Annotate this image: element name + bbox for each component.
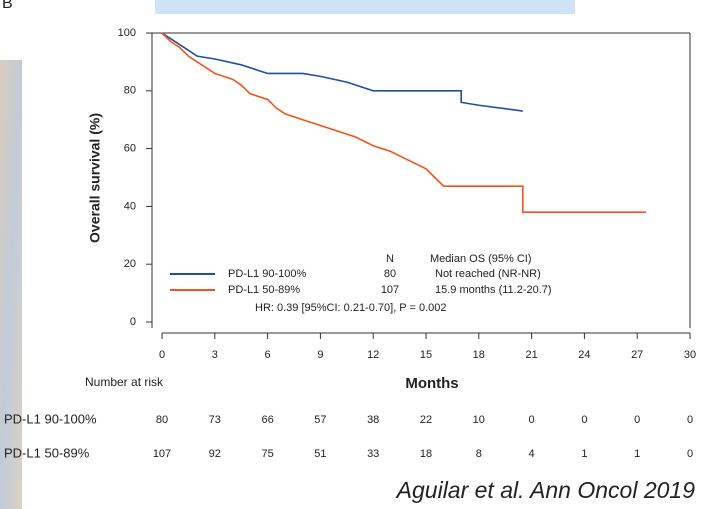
y-tick-label: 0 bbox=[130, 316, 136, 328]
risk-value: 73 bbox=[209, 414, 221, 426]
y-tick-label: 40 bbox=[124, 200, 136, 212]
risk-value: 0 bbox=[634, 414, 640, 426]
risk-value: 80 bbox=[156, 414, 168, 426]
risk-title: Number at risk bbox=[85, 375, 164, 389]
x-tick-label: 27 bbox=[631, 349, 643, 361]
risk-value: 57 bbox=[314, 414, 326, 426]
x-tick-label: 3 bbox=[212, 349, 218, 361]
y-tick-label: 60 bbox=[124, 143, 136, 155]
legend-label: PD-L1 50-89% bbox=[228, 284, 300, 296]
risk-value: 33 bbox=[367, 448, 379, 460]
x-tick-label: 6 bbox=[265, 349, 271, 361]
risk-value: 107 bbox=[153, 448, 171, 460]
hr-text: HR: 0.39 [95%CI: 0.21-0.70], P = 0.002 bbox=[255, 302, 447, 314]
x-tick-label: 15 bbox=[420, 349, 432, 361]
panel-label: B bbox=[2, 0, 13, 12]
legend-median: 15.9 months (11.2-20.7) bbox=[435, 284, 552, 296]
risk-value: 8 bbox=[476, 448, 482, 460]
risk-value: 22 bbox=[420, 414, 432, 426]
y-tick-label: 80 bbox=[124, 85, 136, 97]
x-tick-label: 30 bbox=[684, 349, 696, 361]
risk-value: 10 bbox=[473, 414, 485, 426]
legend-label: PD-L1 90-100% bbox=[228, 268, 306, 280]
legend-n: 80 bbox=[384, 268, 396, 280]
risk-value: 0 bbox=[581, 414, 587, 426]
risk-value: 38 bbox=[367, 414, 379, 426]
y-tick-label: 100 bbox=[118, 27, 136, 39]
risk-value: 51 bbox=[314, 448, 326, 460]
x-axis-label: Months bbox=[405, 375, 458, 392]
survival-curve bbox=[162, 33, 646, 212]
risk-value: 66 bbox=[261, 414, 273, 426]
risk-value: 92 bbox=[209, 448, 221, 460]
x-tick-label: 18 bbox=[473, 349, 485, 361]
risk-value: 1 bbox=[581, 448, 587, 460]
x-tick-label: 0 bbox=[159, 349, 165, 361]
legend-median: Not reached (NR-NR) bbox=[435, 268, 541, 280]
header-bar bbox=[155, 0, 575, 14]
risk-row-label: PD-L1 90-100% bbox=[4, 411, 97, 426]
risk-value: 1 bbox=[634, 448, 640, 460]
risk-value: 0 bbox=[687, 414, 693, 426]
x-tick-label: 21 bbox=[525, 349, 537, 361]
legend-header: Median OS (95% CI) bbox=[430, 253, 531, 265]
x-tick-label: 12 bbox=[367, 349, 379, 361]
risk-value: 18 bbox=[420, 448, 432, 460]
legend-n: 107 bbox=[381, 284, 399, 296]
chart: B Overall survival (%) Months Number at … bbox=[0, 0, 702, 509]
risk-row-label: PD-L1 50-89% bbox=[4, 445, 90, 460]
risk-value: 4 bbox=[529, 448, 535, 460]
risk-value: 0 bbox=[529, 414, 535, 426]
risk-value: 0 bbox=[687, 448, 693, 460]
x-tick-label: 24 bbox=[578, 349, 590, 361]
legend-header: N bbox=[386, 253, 394, 265]
y-axis-label: Overall survival (%) bbox=[87, 113, 103, 243]
y-tick-label: 20 bbox=[124, 258, 136, 270]
citation: Aguilar et al. Ann Oncol 2019 bbox=[395, 477, 696, 503]
survival-curve bbox=[162, 33, 523, 111]
background-image bbox=[0, 60, 22, 509]
risk-value: 75 bbox=[261, 448, 273, 460]
x-tick-label: 9 bbox=[317, 349, 323, 361]
